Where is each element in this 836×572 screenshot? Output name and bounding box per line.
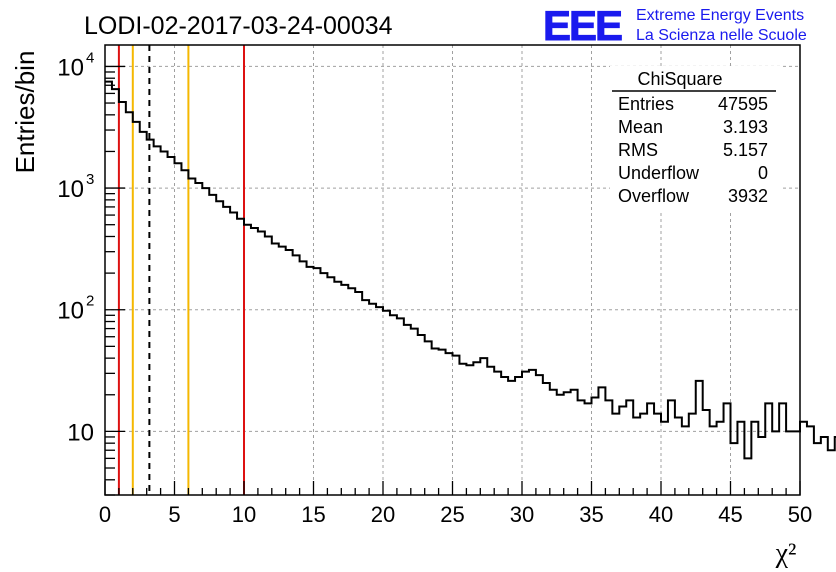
stats-box-title: ChiSquare: [637, 69, 722, 89]
y-tick-exponent: 4: [86, 49, 94, 66]
y-tick-exponent: 2: [86, 293, 94, 310]
stats-row-label: RMS: [618, 140, 658, 160]
stats-row-value: 3932: [728, 186, 768, 206]
x-tick-label: 50: [788, 502, 812, 527]
stats-row-label: Underflow: [618, 163, 700, 183]
x-tick-label: 35: [579, 502, 603, 527]
grid-lines: [105, 45, 800, 495]
logo-line-1: Extreme Energy Events: [636, 7, 804, 24]
marker-lines: [117, 45, 245, 495]
x-tick-label: 10: [232, 502, 256, 527]
stats-row-label: Entries: [618, 94, 674, 114]
x-axis-label: χ²: [775, 538, 797, 569]
stats-row-value: 47595: [718, 94, 768, 114]
eee-logo: EEE Extreme Energy Events La Scienza nel…: [543, 2, 807, 50]
y-tick-label: 10: [57, 176, 84, 203]
x-tick-label: 40: [649, 502, 673, 527]
y-tick-label: 10: [67, 419, 94, 446]
x-tick-label: 30: [510, 502, 534, 527]
x-tick-label: 5: [168, 502, 180, 527]
stats-row-value: 5.157: [723, 140, 768, 160]
logo-line-2: La Scienza nelle Scuole: [636, 27, 807, 44]
y-axis-label: Entries/bin: [10, 51, 40, 174]
chart-title: LODI-02-2017-03-24-00034: [84, 12, 393, 40]
x-tick-label: 25: [440, 502, 464, 527]
histogram-line: [105, 80, 836, 460]
y-tick-exponent: 3: [86, 171, 94, 188]
x-tick-label: 0: [99, 502, 111, 527]
stats-box-background: [610, 66, 780, 210]
y-tick-label: 10: [57, 54, 84, 81]
stats-box: ChiSquare Entries 47595 Mean 3.193 RMS 5.157 U…: [610, 66, 780, 210]
x-tick-label: 20: [371, 502, 395, 527]
stats-row-label: Overflow: [618, 186, 690, 206]
x-tick-label: 45: [718, 502, 742, 527]
x-tick-label: 15: [301, 502, 325, 527]
eee-logo-mark: EEE: [543, 2, 622, 49]
stats-box-rows: Entries 47595 Mean 3.193 RMS 5.157 Underflow 0 O…: [618, 94, 768, 206]
stats-row-value: 3.193: [723, 117, 768, 137]
stats-row-label: Mean: [618, 117, 663, 137]
y-tick-label: 10: [57, 298, 84, 325]
axis-ticks: [104, 65, 801, 496]
x-tick-labels: 0 5 10 15 20 25 30 35 40 45 50: [99, 502, 812, 527]
stats-row-value: 0: [758, 163, 768, 183]
